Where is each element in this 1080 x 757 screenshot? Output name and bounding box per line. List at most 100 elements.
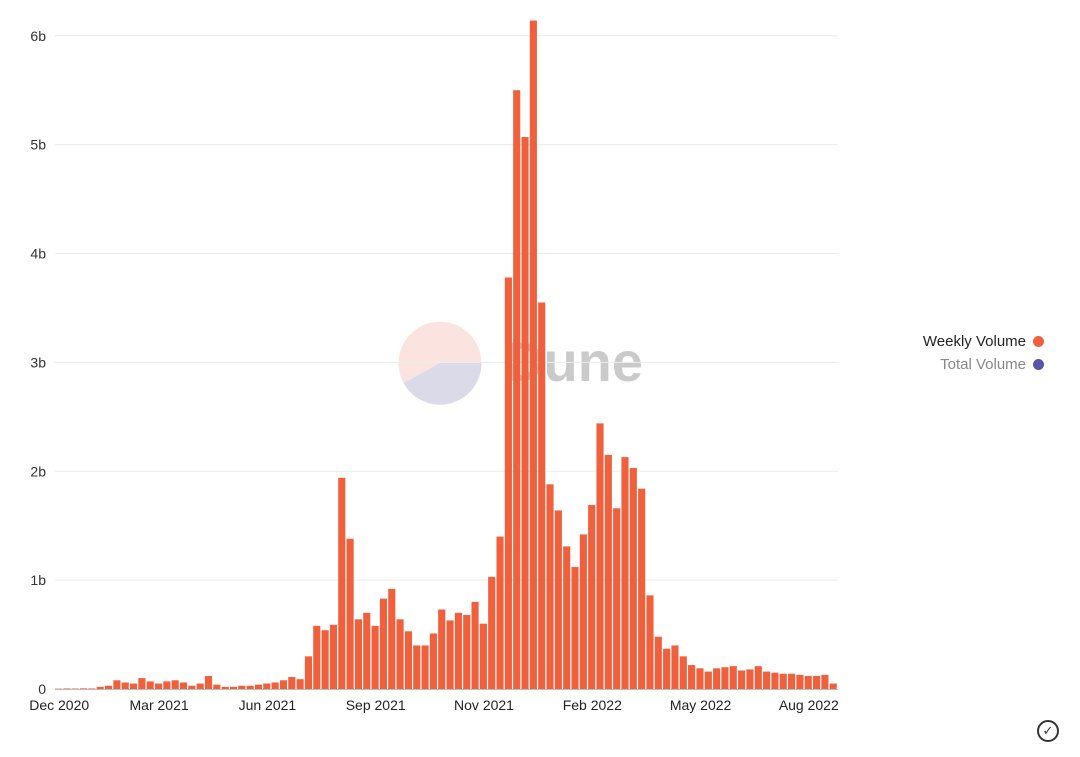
bar[interactable] (488, 576, 496, 689)
bar[interactable] (104, 685, 113, 689)
bar[interactable] (504, 277, 512, 689)
bar[interactable] (729, 666, 737, 689)
bar[interactable] (513, 90, 521, 689)
bar[interactable] (71, 688, 79, 690)
bar[interactable] (138, 678, 146, 689)
bar[interactable] (471, 601, 479, 689)
bar[interactable] (579, 534, 587, 689)
bar[interactable] (379, 598, 387, 689)
bar[interactable] (413, 645, 421, 689)
bar[interactable] (763, 671, 771, 689)
bar[interactable] (204, 675, 213, 689)
bar[interactable] (696, 668, 704, 689)
bar[interactable] (213, 684, 221, 689)
bar[interactable] (55, 688, 63, 690)
bar[interactable] (721, 667, 729, 689)
bar[interactable] (679, 656, 687, 689)
bar[interactable] (388, 588, 396, 689)
bar[interactable] (771, 672, 779, 689)
bar[interactable] (229, 686, 238, 689)
bar[interactable] (296, 679, 304, 689)
bar[interactable] (704, 671, 712, 689)
bar[interactable] (88, 688, 96, 689)
bar[interactable] (596, 423, 604, 689)
bar[interactable] (338, 477, 346, 689)
bar[interactable] (571, 567, 579, 689)
bar[interactable] (796, 674, 804, 689)
bar[interactable] (163, 681, 171, 689)
bar[interactable] (63, 688, 71, 689)
bar[interactable] (254, 684, 263, 689)
bar[interactable] (654, 636, 662, 689)
check-circle-icon[interactable]: ✓ (1037, 720, 1059, 742)
bar[interactable] (479, 623, 487, 689)
bar[interactable] (188, 685, 196, 689)
bar[interactable] (96, 686, 104, 689)
bar[interactable] (271, 682, 279, 689)
bar[interactable] (638, 488, 646, 689)
bar[interactable] (496, 536, 504, 689)
bar[interactable] (196, 683, 204, 689)
y-tick-label: 5b (30, 137, 46, 153)
bar[interactable] (746, 669, 754, 689)
bar[interactable] (288, 677, 296, 689)
bar[interactable] (788, 673, 796, 689)
bar[interactable] (221, 686, 229, 689)
bar[interactable] (121, 682, 129, 689)
bar[interactable] (688, 665, 696, 689)
bar[interactable] (554, 510, 562, 689)
bar[interactable] (396, 619, 404, 689)
bar[interactable] (171, 680, 179, 689)
bar[interactable] (263, 683, 271, 689)
bar[interactable] (546, 484, 554, 689)
bar[interactable] (321, 630, 329, 689)
bar[interactable] (279, 680, 288, 689)
bar[interactable] (438, 609, 446, 689)
bar[interactable] (821, 674, 829, 689)
bar[interactable] (621, 457, 629, 689)
bar[interactable] (246, 685, 254, 689)
bar[interactable] (446, 620, 454, 689)
bar[interactable] (79, 688, 88, 689)
legend-item-weekly-volume[interactable]: Weekly Volume (923, 330, 1044, 353)
bar[interactable] (613, 508, 621, 689)
bar[interactable] (354, 619, 362, 689)
x-tick-label: Mar 2021 (130, 697, 189, 713)
legend-item-total-volume[interactable]: Total Volume (923, 353, 1044, 376)
bar[interactable] (713, 668, 721, 689)
bar[interactable] (304, 656, 313, 689)
bar[interactable] (463, 614, 471, 689)
bar[interactable] (421, 645, 429, 689)
bar[interactable] (529, 20, 537, 689)
bar[interactable] (671, 645, 679, 689)
y-tick-label: 0 (38, 681, 46, 697)
bar[interactable] (346, 538, 354, 689)
bar[interactable] (329, 624, 338, 689)
bar[interactable] (629, 467, 637, 689)
bar[interactable] (563, 546, 571, 689)
bar[interactable] (371, 625, 379, 689)
bar[interactable] (588, 505, 596, 689)
bar[interactable] (313, 625, 321, 689)
bar[interactable] (663, 648, 671, 689)
bar[interactable] (804, 675, 812, 689)
bar[interactable] (429, 633, 437, 689)
bar[interactable] (646, 595, 654, 689)
bar[interactable] (829, 683, 837, 689)
bar[interactable] (738, 670, 746, 689)
bar[interactable] (538, 302, 546, 689)
bar[interactable] (238, 685, 246, 689)
bar[interactable] (521, 137, 529, 689)
bar[interactable] (113, 680, 121, 689)
bar[interactable] (604, 454, 612, 689)
bar[interactable] (146, 681, 154, 689)
bar[interactable] (154, 683, 163, 689)
bar[interactable] (813, 675, 821, 689)
bar[interactable] (404, 631, 412, 689)
bar[interactable] (129, 683, 138, 689)
bar[interactable] (363, 612, 371, 689)
bar[interactable] (779, 673, 787, 689)
bar[interactable] (179, 682, 188, 689)
bar[interactable] (754, 666, 762, 689)
bar[interactable] (454, 612, 462, 689)
